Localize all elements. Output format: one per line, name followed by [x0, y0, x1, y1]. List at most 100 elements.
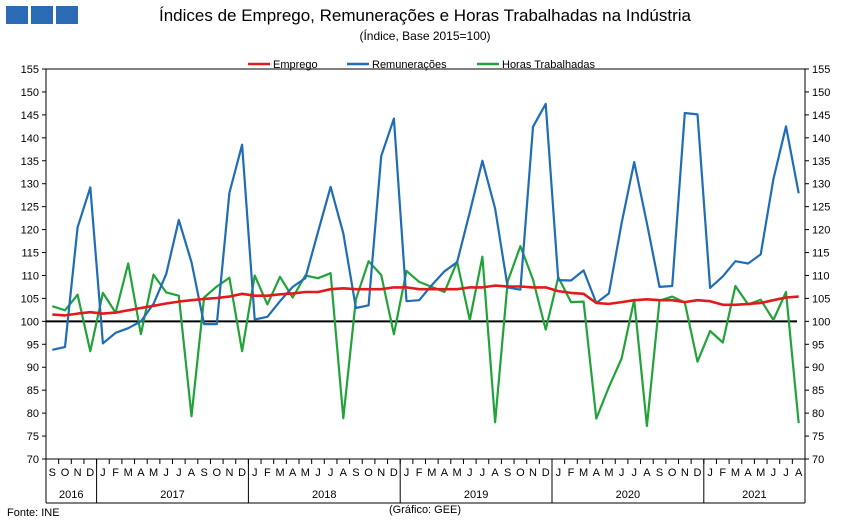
month-label: M [731, 467, 740, 479]
month-label: A [137, 467, 145, 479]
y-tick-label-right: 125 [812, 202, 830, 214]
ministry-logo [6, 6, 78, 24]
y-tick-label-left: 155 [21, 64, 39, 76]
year-label: 2017 [160, 489, 184, 501]
month-label: J [467, 467, 473, 479]
graph-credit: (Gráfico: GEE) [388, 504, 462, 516]
y-tick-label-left: 75 [27, 431, 39, 443]
y-tick-label-right: 115 [812, 248, 830, 260]
month-label: J [771, 467, 777, 479]
y-tick-label-right: 110 [812, 270, 830, 282]
month-label: O [668, 467, 677, 479]
month-label: A [289, 467, 297, 479]
month-label: F [719, 467, 726, 479]
month-label: S [504, 467, 511, 479]
y-tick-label-left: 85 [27, 385, 39, 397]
month-label: A [340, 467, 348, 479]
logo-block-3 [56, 6, 78, 24]
month-label: D [693, 467, 701, 479]
y-tick-label-right: 130 [812, 179, 830, 191]
month-label: D [390, 467, 398, 479]
year-label: 2019 [464, 489, 488, 501]
y-tick-label-left: 95 [27, 339, 39, 351]
month-label: D [542, 467, 550, 479]
logo-block-2 [31, 6, 53, 24]
month-label: N [681, 467, 689, 479]
month-label: N [529, 467, 537, 479]
month-label: J [176, 467, 182, 479]
y-tick-label-right: 120 [812, 225, 830, 237]
year-label: 2016 [59, 489, 83, 501]
month-label: A [744, 467, 752, 479]
month-label: O [516, 467, 525, 479]
month-label: M [427, 467, 436, 479]
y-tick-label-left: 110 [21, 270, 39, 282]
chart-title: Índices de Emprego, Remunerações e Horas… [158, 6, 692, 25]
y-tick-label-right: 80 [812, 408, 824, 420]
month-label: M [275, 467, 284, 479]
month-label: D [238, 467, 246, 479]
month-label: O [364, 467, 373, 479]
y-tick-label-left: 135 [21, 156, 39, 168]
month-label: A [593, 467, 601, 479]
y-tick-label-right: 70 [812, 454, 824, 466]
y-tick-label-right: 155 [812, 64, 830, 76]
y-tick-label-left: 100 [21, 316, 39, 328]
y-tick-label-left: 80 [27, 408, 39, 420]
month-label: N [74, 467, 82, 479]
month-label: N [225, 467, 233, 479]
month-label: D [86, 467, 94, 479]
month-label: A [795, 467, 803, 479]
month-label: F [264, 467, 271, 479]
plot-frame [45, 68, 806, 460]
legend-label: Remunerações [372, 59, 447, 71]
y-tick-label-right: 95 [812, 339, 824, 351]
month-label: S [200, 467, 207, 479]
y-tick-label-left: 140 [21, 133, 39, 145]
year-label: 2021 [742, 489, 766, 501]
y-tick-label-left: 115 [21, 248, 39, 260]
source-note: Fonte: INE [7, 507, 60, 519]
y-tick-label-right: 150 [812, 87, 830, 99]
legend-label: Emprego [273, 59, 318, 71]
month-label: S [49, 467, 56, 479]
series-line-horas-trabalhadas [51, 245, 800, 428]
y-tick-label-right: 145 [812, 110, 830, 122]
series-line-remuneracoes [52, 102, 800, 351]
month-label: J [100, 467, 106, 479]
y-tick-label-left: 90 [27, 362, 39, 374]
year-label: 2020 [616, 489, 640, 501]
y-tick-label-right: 140 [812, 133, 830, 145]
month-label: M [124, 467, 133, 479]
month-label: J [315, 467, 321, 479]
month-label: J [163, 467, 169, 479]
chart-subtitle: (Índice, Base 2015=100) [359, 29, 491, 43]
y-tick-label-right: 105 [812, 293, 830, 305]
month-label: M [149, 467, 158, 479]
month-label: J [783, 467, 789, 479]
month-label: N [377, 467, 385, 479]
month-label: J [252, 467, 258, 479]
y-tick-label-left: 120 [21, 225, 39, 237]
y-tick-label-left: 70 [27, 454, 39, 466]
series-line-emprego [52, 284, 799, 317]
y-tick-label-left: 130 [21, 179, 39, 191]
month-label: F [112, 467, 119, 479]
month-label: J [404, 467, 410, 479]
month-label: M [453, 467, 462, 479]
month-label: J [631, 467, 637, 479]
y-tick-label-left: 150 [21, 87, 39, 99]
month-label: J [556, 467, 562, 479]
y-tick-label-right: 75 [812, 431, 824, 443]
month-label: M [301, 467, 310, 479]
y-tick-label-right: 135 [812, 156, 830, 168]
month-label: M [579, 467, 588, 479]
year-label: 2018 [312, 489, 336, 501]
month-label: S [352, 467, 359, 479]
month-label: F [416, 467, 423, 479]
month-label: A [188, 467, 196, 479]
y-tick-label-left: 105 [21, 293, 39, 305]
y-tick-label-right: 90 [812, 362, 824, 374]
y-tick-label-right: 85 [812, 385, 824, 397]
